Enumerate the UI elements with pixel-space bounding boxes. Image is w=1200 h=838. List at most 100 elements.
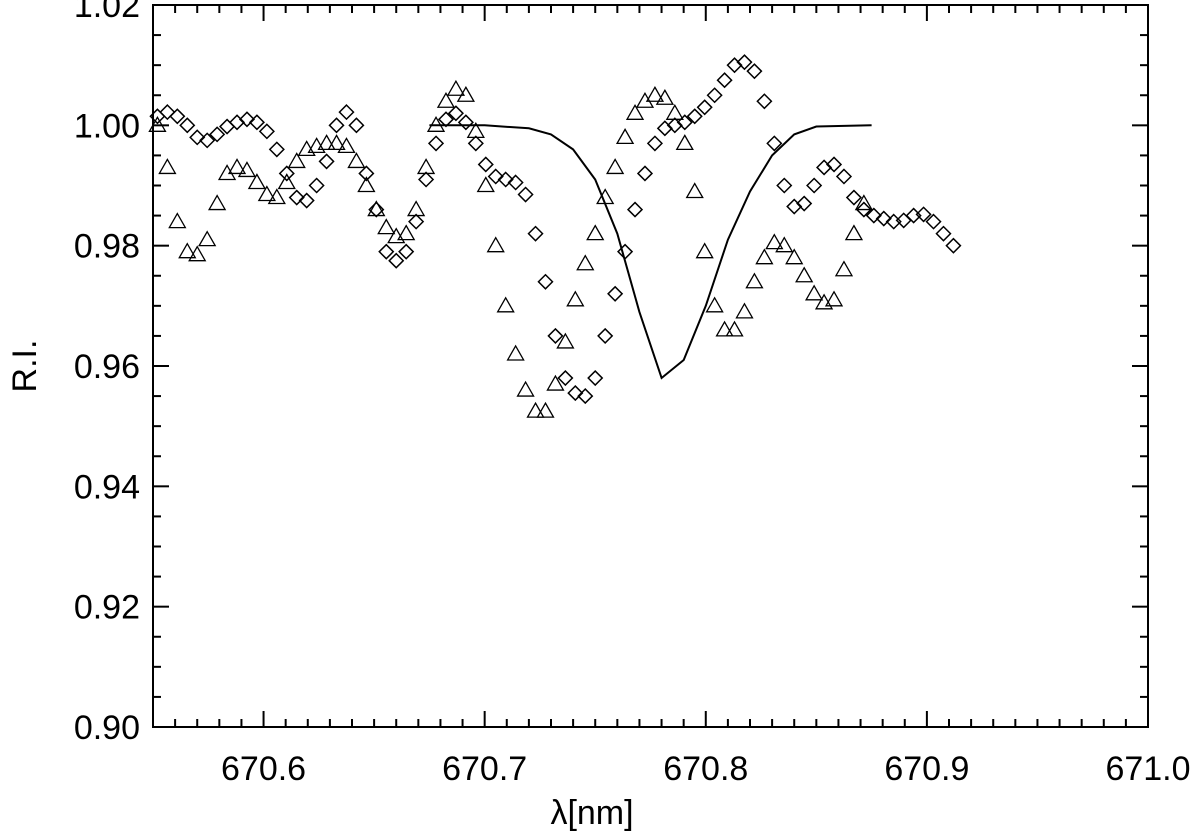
diamond-point (776, 177, 793, 194)
triangle-point (387, 227, 406, 244)
y-tick-label: 0.90 (74, 709, 140, 747)
diamond-point (298, 192, 315, 209)
fit-line (429, 124, 872, 380)
diamond-point (537, 273, 554, 290)
diamond-point (408, 213, 425, 230)
diamond-point (517, 186, 534, 203)
diamond-point (189, 129, 206, 146)
triangle-point (237, 161, 257, 178)
triangle-point (506, 344, 525, 361)
triangle-point (675, 134, 694, 151)
triangle-point (526, 401, 545, 418)
diamond-point (318, 153, 335, 170)
triangle-point (188, 245, 207, 262)
diamond-point (248, 114, 265, 131)
diamond-point (636, 165, 654, 182)
triangle-point (645, 85, 665, 102)
triangle-point (297, 140, 316, 157)
diamond-point (796, 195, 813, 212)
triangle-point (496, 296, 515, 313)
y-axis-tick-labels: 0.90 0.92 0.94 0.96 0.98 1.00 1.02 (74, 0, 140, 747)
diamond-point (835, 168, 853, 185)
triangle-point (397, 224, 416, 241)
triangle-point (436, 91, 456, 108)
triangle-point (735, 302, 754, 319)
plot-frame (152, 4, 1149, 728)
diamond-point (258, 123, 275, 140)
triangle-point (695, 242, 714, 259)
triangle-point (556, 332, 575, 349)
triangle-point (625, 103, 645, 120)
diamond-point (447, 105, 464, 122)
triangle-point (466, 122, 485, 139)
triangle-point (615, 128, 635, 145)
diamond-point (746, 63, 763, 80)
diamond-point (547, 327, 564, 344)
triangle-point (834, 260, 854, 277)
diamond-point (825, 156, 843, 173)
triangle-point (536, 401, 555, 418)
y-tick-label: 0.94 (74, 468, 140, 506)
triangle-point (357, 176, 376, 193)
diamond-point (418, 171, 435, 188)
series-triangles (148, 79, 873, 418)
diamond-point (507, 174, 524, 191)
triangle-point (715, 320, 734, 337)
diamond-point (626, 201, 644, 218)
triangle-point (606, 158, 625, 175)
triangle-point (655, 88, 674, 105)
triangle-point (775, 236, 794, 253)
triangle-point (576, 254, 595, 271)
triangle-point (377, 218, 396, 235)
triangle-point (814, 293, 834, 310)
triangle-point (247, 173, 267, 190)
y-tick-label: 0.98 (74, 228, 140, 266)
diamond-point (686, 108, 703, 125)
triangle-point (635, 91, 655, 108)
triangle-point (367, 200, 386, 217)
triangle-point (765, 233, 784, 250)
diamond-point (676, 114, 693, 131)
diamond-point (378, 243, 395, 260)
diamond-point (159, 104, 176, 121)
triangle-point (217, 164, 237, 181)
diamond-point (806, 177, 823, 194)
triangle-point (805, 284, 824, 301)
x-tick-label: 670.7 (442, 750, 527, 788)
triangle-point (148, 116, 167, 132)
x-axis-tick-labels: 670.6 670.7 670.8 670.9 671.0 (221, 750, 1191, 788)
diamond-point (338, 104, 355, 121)
diamond-point (875, 210, 892, 227)
triangle-point (337, 137, 356, 154)
triangle-point (456, 85, 475, 102)
y-tick-label: 1.02 (74, 0, 140, 25)
diamond-point (288, 189, 305, 206)
triangle-point (795, 266, 814, 283)
triangle-point (725, 320, 744, 337)
diamond-point (756, 93, 773, 110)
diamond-point (467, 135, 484, 152)
x-axis-ticks (152, 5, 1149, 727)
triangle-point (546, 374, 565, 391)
triangle-point (486, 236, 505, 253)
triangle-point (854, 194, 873, 211)
diamond-point (935, 225, 952, 242)
triangle-point (745, 272, 764, 289)
y-axis-label: R.I. (6, 340, 44, 393)
diamond-point (179, 117, 196, 134)
diamond-point (238, 111, 256, 128)
series-diamonds (149, 54, 962, 405)
triangle-point (416, 158, 436, 175)
triangle-point (267, 188, 286, 205)
triangle-point (705, 296, 724, 313)
diamond-point (527, 225, 544, 242)
triangle-point (824, 290, 844, 307)
y-axis-ticks (153, 4, 1148, 728)
triangle-point (446, 79, 466, 96)
diamond-point (358, 165, 375, 182)
triangle-point (407, 200, 426, 217)
diamond-point (427, 135, 445, 152)
triangle-point (347, 152, 366, 169)
triangle-point (785, 248, 804, 265)
